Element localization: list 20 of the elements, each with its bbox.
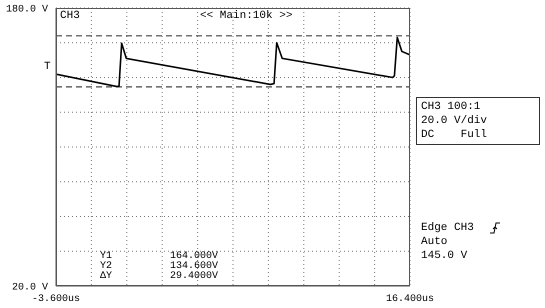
text: DC Full bbox=[421, 129, 488, 142]
annotation: 29.4000V bbox=[170, 271, 218, 282]
x-tick-label: 16.400us bbox=[386, 294, 434, 306]
line-series bbox=[56, 36, 410, 88]
x-tick-label: -3.600us bbox=[32, 294, 80, 306]
y-tick-label: 180.0 V bbox=[6, 4, 48, 16]
annotation: ΔY bbox=[100, 271, 112, 282]
annotation: Y2 bbox=[100, 261, 112, 272]
annotation: CH3 bbox=[60, 10, 80, 23]
annotation: Y1 bbox=[100, 251, 112, 262]
text: Auto bbox=[421, 236, 448, 249]
text: T bbox=[44, 60, 51, 74]
annotation: 164.000V bbox=[170, 251, 218, 262]
annotation: 134.600V bbox=[170, 261, 218, 272]
text: Edge CH3 bbox=[421, 222, 474, 235]
text: 145.0 V bbox=[421, 250, 468, 263]
annotation: << Main:10k >> bbox=[200, 10, 292, 23]
text: CH3 100:1 bbox=[421, 101, 480, 114]
y-tick-label: 20.0 V bbox=[12, 282, 48, 294]
text: 20.0 V/div bbox=[421, 115, 488, 128]
